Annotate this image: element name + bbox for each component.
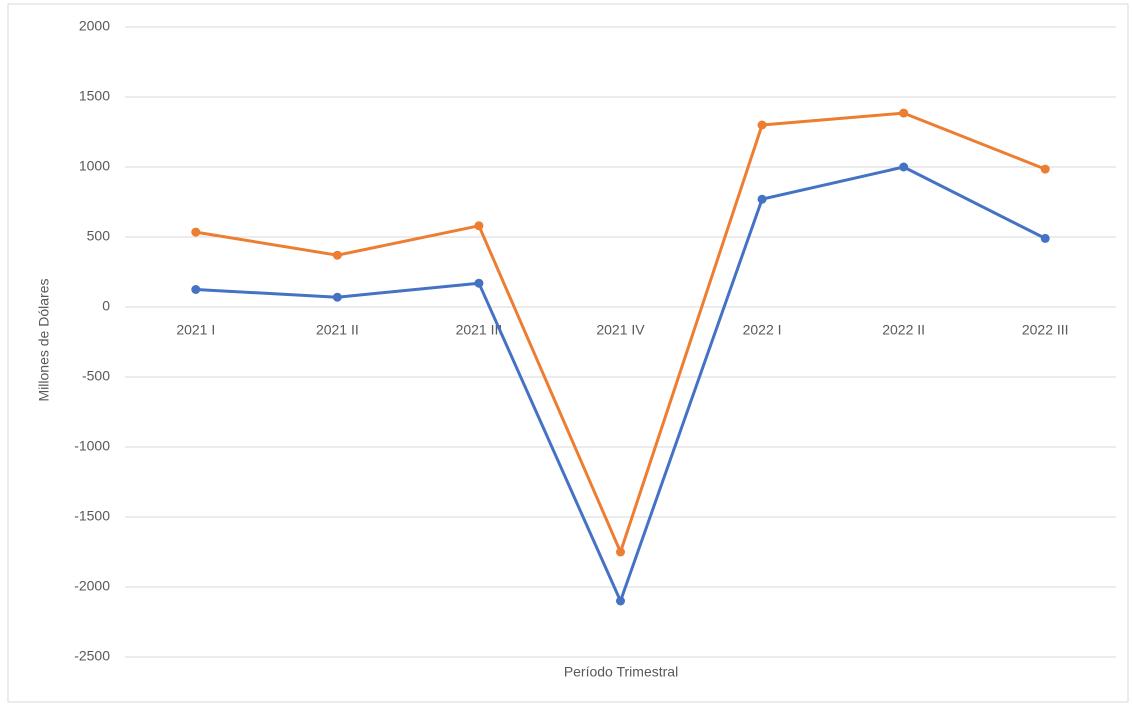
data-point [616, 596, 625, 606]
y-tick-label: 1000 [79, 158, 110, 174]
data-point [474, 278, 484, 288]
data-point [1040, 233, 1050, 243]
chart-frame [7, 3, 1129, 703]
data-point [899, 162, 909, 172]
x-tick-label: 2022 II [882, 322, 925, 338]
y-tick-label: -2500 [74, 648, 110, 664]
data-point [1040, 164, 1050, 174]
y-tick-label: 1500 [79, 88, 110, 104]
y-tick-label: -1000 [74, 438, 110, 454]
x-tick-label: 2021 I [176, 322, 215, 338]
y-tick-label: -2000 [74, 578, 110, 594]
x-tick-label: 2021 III [456, 322, 503, 338]
data-point [474, 221, 484, 231]
y-tick-label: -1500 [74, 508, 110, 524]
x-tick-label: 2021 IV [596, 322, 645, 338]
y-tick-label: 500 [87, 228, 111, 244]
x-tick-label: 2022 I [743, 322, 782, 338]
x-tick-label: 2021 II [316, 322, 359, 338]
y-tick-label: -500 [82, 368, 110, 384]
data-point [899, 108, 909, 118]
data-point [757, 120, 767, 130]
y-tick-label: 0 [102, 298, 110, 314]
data-point [332, 250, 342, 260]
data-point [616, 547, 625, 557]
data-point [191, 285, 201, 294]
x-axis-title: Período Trimestral [564, 664, 678, 680]
y-tick-label: 2000 [79, 18, 110, 34]
data-point [332, 292, 342, 302]
x-tick-label: 2022 III [1022, 322, 1069, 338]
data-point [191, 227, 201, 237]
y-axis-title: Millones de Dólares [36, 279, 52, 402]
data-point [757, 194, 767, 204]
